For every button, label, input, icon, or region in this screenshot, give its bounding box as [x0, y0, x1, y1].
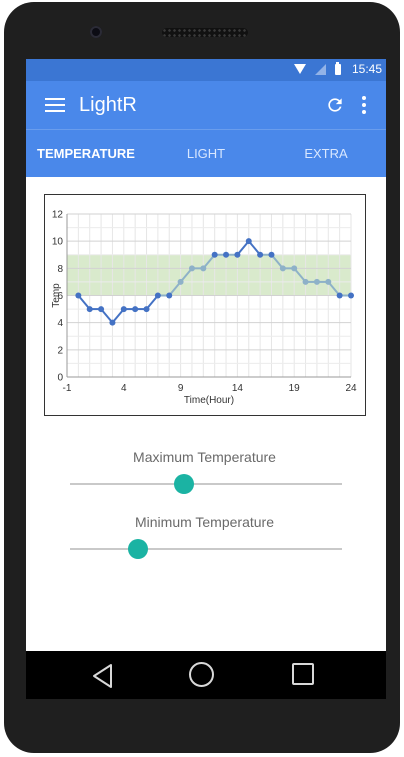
data-point	[302, 278, 309, 285]
y-tick-label: 4	[57, 318, 63, 329]
app-title: LightR	[79, 94, 137, 116]
data-point	[86, 306, 93, 313]
tab-temperature[interactable]: TEMPERATURE	[37, 146, 135, 161]
data-point	[325, 278, 332, 285]
home-icon[interactable]	[189, 662, 214, 687]
tab-extra[interactable]: EXTRA	[304, 146, 348, 161]
tab-bar: TEMPERATURE LIGHT EXTRA	[26, 129, 386, 177]
data-point	[223, 251, 230, 258]
nav-bar	[26, 651, 386, 699]
y-tick-label: 10	[52, 237, 64, 248]
refresh-icon[interactable]	[325, 95, 345, 115]
max-temperature-track[interactable]	[70, 483, 342, 485]
data-point	[98, 306, 105, 313]
data-point	[143, 306, 150, 313]
data-point	[291, 265, 298, 272]
data-point	[268, 251, 275, 258]
data-point	[336, 292, 343, 299]
max-temperature-slider-block: Maximum Temperature	[26, 449, 386, 499]
more-vert-icon[interactable]	[359, 95, 369, 115]
temperature-chart: 0 2 4 6 8 10 12 -1 4 9 14 19 24 Time(Hour) Temp	[44, 194, 366, 416]
status-bar: 15:45	[26, 59, 386, 81]
x-tick-label: 19	[289, 383, 301, 394]
x-tick-label: -1	[63, 383, 72, 394]
y-tick-label: 12	[52, 210, 64, 221]
battery-icon	[334, 61, 341, 75]
wifi-icon	[293, 64, 306, 74]
back-icon[interactable]	[90, 663, 116, 689]
y-tick-label: 2	[57, 345, 63, 356]
front-camera	[90, 26, 102, 38]
data-point	[313, 278, 320, 285]
menu-icon[interactable]	[45, 98, 65, 113]
app-bar: LightR	[26, 81, 386, 129]
data-point	[245, 238, 252, 245]
signal-icon	[314, 63, 326, 75]
x-tick-label: 24	[345, 383, 357, 394]
recents-icon[interactable]	[292, 663, 314, 685]
x-tick-label: 4	[121, 383, 127, 394]
max-temperature-label: Maximum Temperature	[133, 449, 276, 465]
data-point	[75, 292, 82, 299]
data-point	[177, 278, 184, 285]
max-temperature-thumb[interactable]	[174, 474, 195, 494]
data-point	[200, 265, 207, 272]
data-point	[154, 292, 161, 299]
y-axis-title: Temp	[51, 283, 62, 308]
status-time: 15:45	[351, 62, 382, 76]
data-point	[257, 251, 264, 258]
y-tick-label: 8	[57, 264, 63, 275]
min-temperature-track[interactable]	[70, 548, 342, 550]
x-tick-label: 9	[178, 383, 184, 394]
earpiece-speaker	[162, 28, 248, 37]
data-point	[234, 251, 241, 258]
data-point	[132, 306, 139, 313]
data-point	[348, 292, 354, 299]
tab-light[interactable]: LIGHT	[186, 146, 226, 161]
y-tick-label: 6	[57, 291, 63, 302]
x-axis-title: Time(Hour)	[184, 395, 234, 406]
data-point	[120, 306, 127, 313]
y-tick-label: 0	[57, 373, 63, 384]
data-point	[109, 319, 116, 326]
data-point	[188, 265, 195, 272]
x-tick-label: 14	[232, 383, 244, 394]
data-point	[211, 251, 218, 258]
data-point	[279, 265, 286, 272]
min-temperature-label: Minimum Temperature	[134, 514, 274, 530]
data-point	[166, 292, 173, 299]
min-temperature-slider-block: Minimum Temperature	[26, 514, 386, 564]
min-temperature-thumb[interactable]	[128, 539, 148, 559]
